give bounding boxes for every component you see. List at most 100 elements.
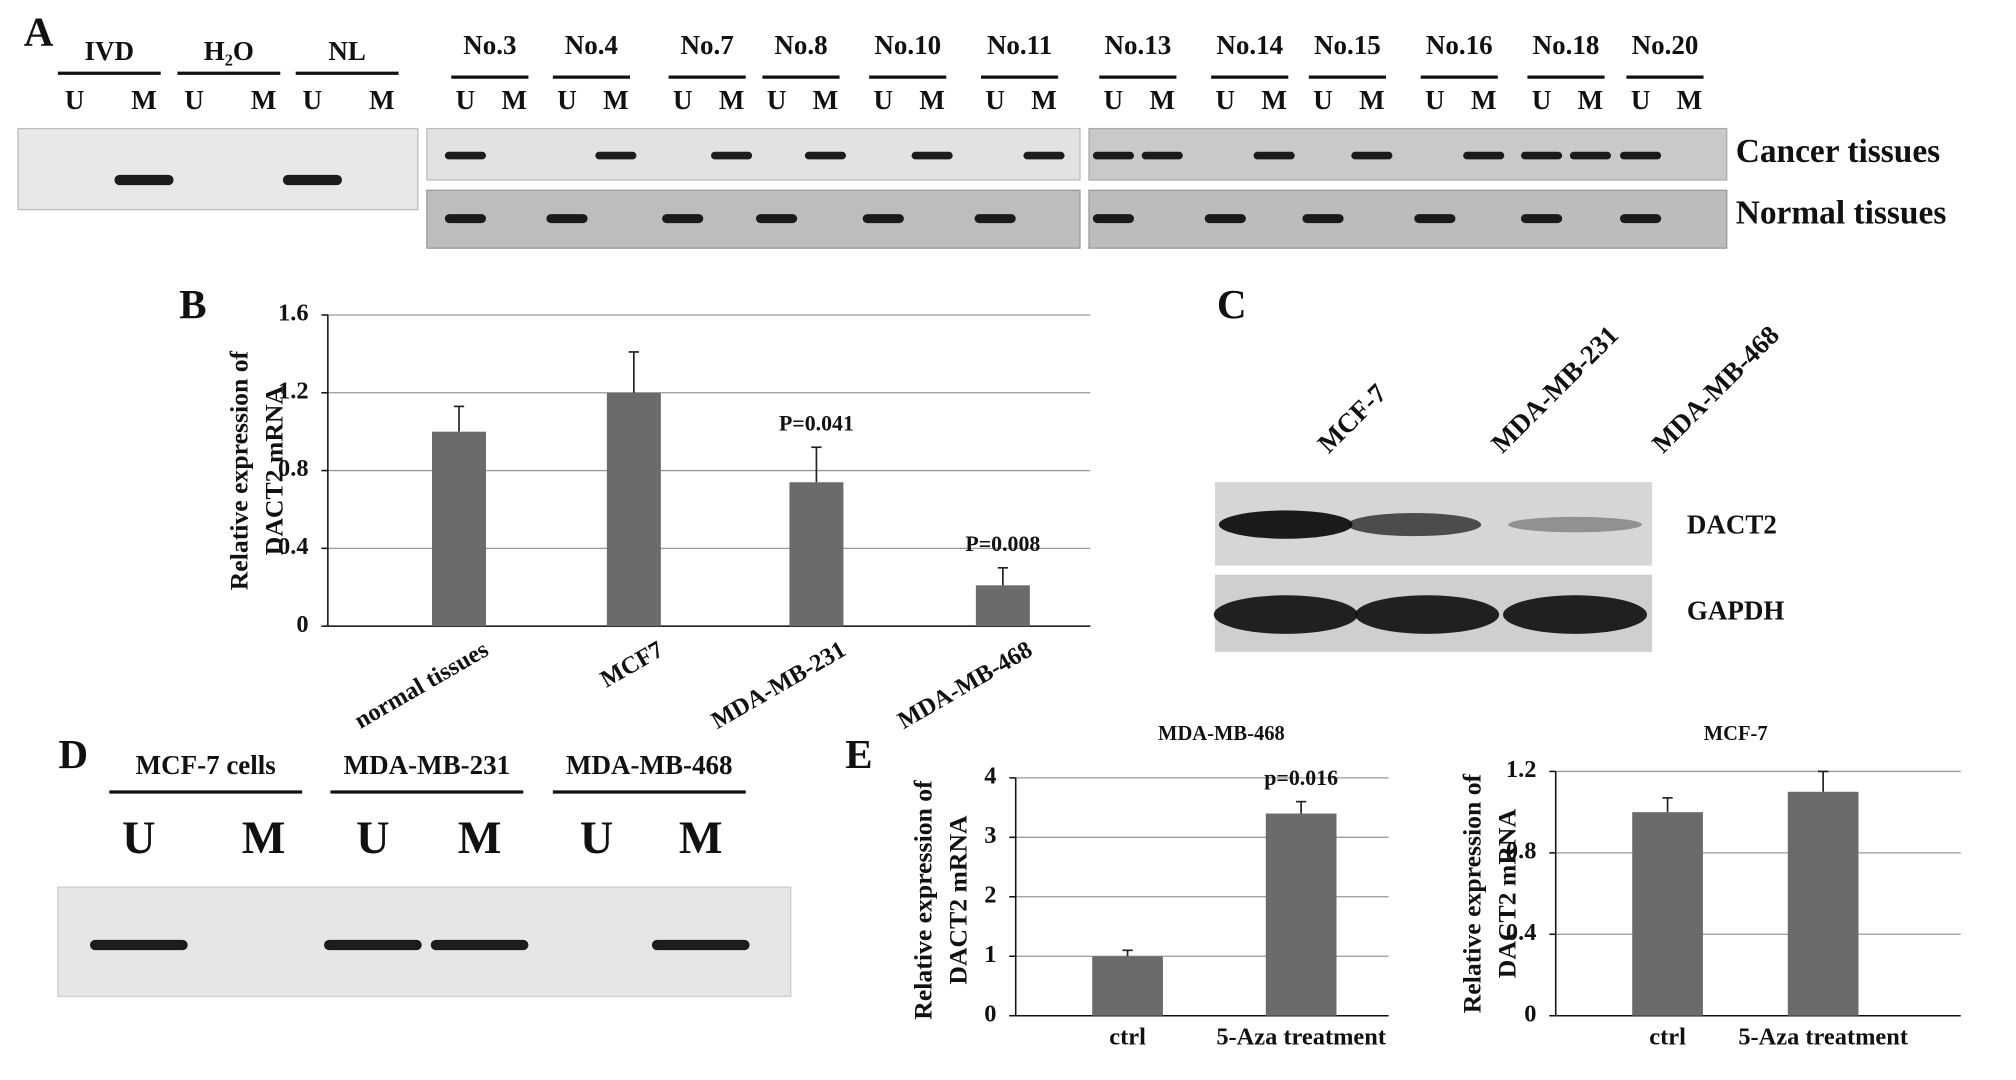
panel-label: D bbox=[58, 731, 88, 777]
lane-label: U bbox=[1425, 85, 1444, 115]
lane-label: M bbox=[242, 813, 286, 864]
row-label: DACT2 bbox=[1687, 509, 1777, 539]
lane-label: U bbox=[767, 85, 787, 115]
lane-label: U bbox=[1216, 85, 1236, 115]
lane-label: M bbox=[1677, 85, 1702, 115]
error-bar bbox=[628, 351, 639, 393]
lane-label: U bbox=[1532, 85, 1551, 115]
gel-band bbox=[444, 151, 486, 160]
group-label: No.15 bbox=[1314, 30, 1381, 60]
group-label: No.20 bbox=[1632, 30, 1699, 60]
error-bar bbox=[811, 446, 822, 483]
blot-band bbox=[1213, 595, 1358, 634]
lane-label: U bbox=[580, 813, 613, 864]
panel-label: C bbox=[1217, 281, 1247, 327]
gel-band bbox=[1351, 151, 1393, 160]
lane-label: M bbox=[1261, 85, 1286, 115]
gel-band bbox=[1414, 214, 1456, 224]
blot-band bbox=[1355, 595, 1500, 634]
group-label: NL bbox=[328, 36, 366, 66]
group-label: No.8 bbox=[774, 30, 827, 60]
bar bbox=[1265, 813, 1337, 1016]
group-label: MDA-MB-231 bbox=[344, 750, 510, 780]
annotation: p=0.016 bbox=[1264, 766, 1338, 790]
gel-band bbox=[1023, 151, 1065, 160]
y-tick-label: 4 bbox=[984, 762, 996, 789]
bar bbox=[1632, 812, 1703, 1016]
x-tick-label: 5-Aza treatment bbox=[1216, 1023, 1387, 1050]
gel-band bbox=[1141, 151, 1183, 160]
gel-band bbox=[1092, 151, 1134, 160]
y-axis-label: Relative expression of bbox=[225, 350, 254, 590]
lane-label: U bbox=[874, 85, 894, 115]
lane-label: M bbox=[1359, 85, 1384, 115]
group-label: MDA-MB-468 bbox=[566, 750, 732, 780]
x-tick-label: ctrl bbox=[1109, 1023, 1146, 1050]
x-tick-label: 5-Aza treatment bbox=[1738, 1023, 1909, 1050]
blot-band bbox=[1503, 595, 1647, 634]
lane-label: M bbox=[458, 813, 502, 864]
y-tick-label: 3 bbox=[984, 822, 996, 849]
gel-band bbox=[1302, 214, 1344, 224]
panel-label: B bbox=[179, 281, 206, 327]
gel-band bbox=[711, 151, 753, 160]
gel-band bbox=[546, 214, 588, 224]
y-tick-label: 2 bbox=[984, 881, 996, 908]
lane-label: U bbox=[673, 85, 693, 115]
lane-label: U bbox=[1104, 85, 1124, 115]
error-bar bbox=[1662, 797, 1673, 813]
lane-label: U bbox=[456, 85, 476, 115]
group-label: No.16 bbox=[1426, 30, 1493, 60]
bar bbox=[1787, 791, 1859, 1016]
panel-label: E bbox=[845, 731, 872, 777]
lane-label: M bbox=[1578, 85, 1603, 115]
y-tick-label: 0.8 bbox=[278, 455, 309, 482]
lane-label: U bbox=[1631, 85, 1650, 115]
group-label: No.14 bbox=[1216, 30, 1283, 60]
bar bbox=[975, 585, 1030, 627]
y-axis-label: DACT2 mRNA bbox=[943, 815, 972, 985]
gel-band bbox=[114, 174, 174, 186]
error-bar bbox=[1122, 949, 1133, 957]
row-label: Normal tissues bbox=[1736, 195, 1947, 232]
group-label: H₂O bbox=[204, 36, 254, 66]
y-tick-label: 1 bbox=[984, 941, 996, 968]
gel-band bbox=[1620, 214, 1662, 224]
error-bar bbox=[1818, 770, 1829, 792]
blot-band bbox=[1347, 513, 1482, 537]
gel-band bbox=[862, 214, 904, 224]
lane-label: M bbox=[251, 85, 276, 115]
y-tick-label: 1.2 bbox=[1506, 756, 1537, 783]
gel-band bbox=[1253, 151, 1295, 160]
lane-label: U bbox=[122, 813, 155, 864]
y-tick-label: 0.4 bbox=[1506, 919, 1537, 946]
gel bbox=[17, 127, 419, 211]
y-axis-label: DACT2 mRNA bbox=[1492, 809, 1521, 979]
group-label: No.3 bbox=[463, 30, 516, 60]
gel-band bbox=[444, 214, 486, 224]
bar bbox=[606, 392, 661, 627]
panel-label: A bbox=[24, 8, 54, 54]
y-tick-label: 0.8 bbox=[1506, 837, 1537, 864]
y-tick-label: 0.4 bbox=[278, 533, 309, 560]
gel-band bbox=[804, 151, 846, 160]
chart-title: MDA-MB-468 bbox=[1158, 723, 1285, 745]
gel-band bbox=[662, 214, 704, 224]
chart-title: MCF-7 bbox=[1704, 723, 1768, 745]
lane-label: U bbox=[65, 85, 84, 115]
annotation: P=0.041 bbox=[779, 411, 854, 435]
lane-label: M bbox=[1031, 85, 1056, 115]
gel-band bbox=[1521, 151, 1563, 160]
error-bar bbox=[453, 405, 465, 432]
lane-label: M bbox=[603, 85, 628, 115]
gel-band bbox=[1463, 151, 1505, 160]
gel-band bbox=[282, 174, 342, 186]
gel-band bbox=[90, 939, 188, 951]
lane-label: U bbox=[356, 813, 389, 864]
error-bar bbox=[997, 566, 1009, 586]
gel-band bbox=[1620, 151, 1662, 160]
error-bar bbox=[1296, 800, 1307, 814]
blot-band bbox=[1508, 516, 1642, 533]
gel-band bbox=[756, 214, 798, 224]
